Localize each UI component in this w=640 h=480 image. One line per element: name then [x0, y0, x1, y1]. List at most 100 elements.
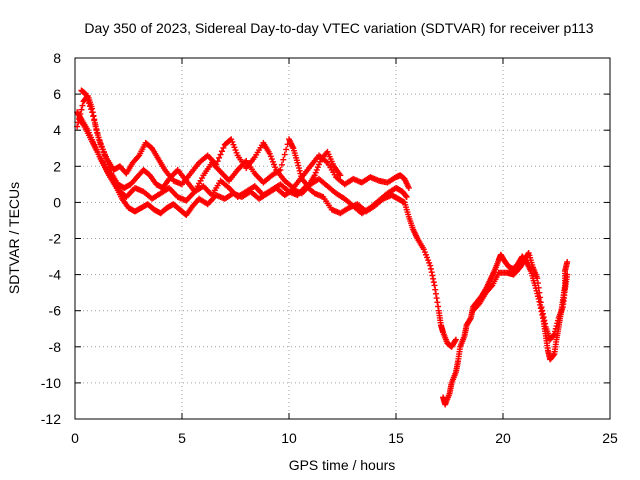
data-point-marker [551, 331, 558, 338]
data-point-marker [488, 283, 495, 290]
data-point-marker [88, 106, 95, 113]
data-point-marker [430, 275, 437, 282]
data-point-marker [266, 150, 273, 157]
data-point-marker [540, 314, 547, 321]
data-point-marker [106, 164, 113, 171]
data-point-marker [428, 269, 435, 276]
data-point-marker [432, 286, 439, 293]
data-point-marker [534, 280, 541, 287]
data-point-marker [542, 320, 549, 327]
data-point-marker [217, 151, 224, 158]
data-point-marker [99, 146, 106, 153]
data-point-marker [564, 258, 571, 265]
data-point-marker [315, 161, 322, 168]
data-point-marker [452, 336, 459, 343]
data-point-marker [75, 119, 82, 126]
data-point-marker [135, 153, 142, 160]
data-point-marker [94, 130, 101, 137]
data-point-marker [550, 332, 557, 339]
y-tick-label: -8 [49, 339, 62, 355]
data-point-marker [91, 117, 98, 124]
data-point-marker [295, 162, 302, 169]
series-track-c [74, 92, 412, 191]
data-point-marker [541, 317, 548, 324]
y-tick-label: -2 [49, 231, 62, 247]
x-axis-label: GPS time / hours [289, 457, 396, 473]
data-point-marker [552, 325, 559, 332]
data-point-marker [231, 144, 238, 151]
data-point-marker [83, 94, 90, 101]
data-point-marker [537, 294, 544, 301]
data-point-marker [534, 275, 541, 282]
data-point-marker [429, 272, 436, 279]
x-tick-label: 15 [388, 430, 404, 446]
data-point-marker [101, 152, 108, 159]
data-point-marker [96, 137, 103, 144]
data-point-marker [564, 271, 571, 278]
x-tick-label: 10 [281, 430, 297, 446]
x-tick-label: 0 [71, 430, 79, 446]
data-point-marker [295, 165, 302, 172]
y-tick-label: 4 [53, 122, 61, 138]
data-point-marker [432, 290, 439, 297]
data-point-marker [539, 310, 546, 317]
data-point-marker [76, 115, 83, 122]
data-point-marker [95, 134, 102, 141]
data-point-marker [283, 146, 290, 153]
data-point-marker [86, 103, 93, 110]
data-point-marker [216, 154, 223, 161]
data-point-marker [405, 184, 412, 191]
data-point-marker [420, 246, 427, 253]
data-point-marker [294, 159, 301, 166]
data-point-marker [267, 153, 274, 160]
data-point-marker [537, 299, 544, 306]
x-tick-label: 25 [602, 430, 618, 446]
y-tick-label: -12 [41, 411, 61, 427]
data-point-marker [98, 143, 105, 150]
data-point-marker [403, 193, 410, 200]
data-point-marker [317, 158, 324, 165]
data-point-marker [426, 259, 433, 266]
data-point-marker [431, 282, 438, 289]
data-point-marker [214, 158, 221, 165]
data-point-marker [311, 172, 318, 179]
y-tick-label: 6 [53, 86, 61, 102]
data-point-marker [280, 156, 287, 163]
data-point-marker [84, 97, 91, 104]
data-point-marker [85, 100, 92, 107]
data-point-marker [402, 193, 409, 200]
series-track-d [78, 87, 344, 195]
data-point-marker [312, 169, 319, 176]
data-point-marker [539, 307, 546, 314]
data-point-marker [554, 317, 561, 324]
data-point-marker [297, 170, 304, 177]
data-point-marker [550, 351, 557, 358]
data-point-marker [97, 140, 104, 147]
data-point-marker [89, 109, 96, 116]
grid-layer [75, 58, 610, 419]
data-point-marker [232, 147, 239, 154]
data-point-marker [475, 301, 482, 308]
x-tick-label: 5 [178, 430, 186, 446]
data-point-marker [467, 316, 474, 323]
data-point-marker [104, 158, 111, 165]
data-point-marker [422, 251, 429, 258]
data-point-marker [296, 167, 303, 174]
chart-title: Day 350 of 2023, Sidereal Day-to-day VTE… [84, 20, 593, 36]
y-axis-label: SDTVAR / TECUs [6, 182, 22, 294]
data-point-marker [433, 295, 440, 302]
data-point-marker [93, 125, 100, 132]
data-point-marker [424, 254, 431, 261]
data-point-marker [538, 304, 545, 311]
y-tick-label: 8 [53, 50, 61, 66]
data-point-marker [314, 164, 321, 171]
data-point-marker [272, 164, 279, 171]
data-point-marker [554, 320, 561, 327]
data-point-marker [271, 161, 278, 168]
x-tick-label: 20 [495, 430, 511, 446]
data-point-marker [552, 328, 559, 335]
data-point-marker [553, 323, 560, 330]
data-point-marker [233, 149, 240, 156]
data-point-marker [218, 148, 225, 155]
data-point-marker [535, 284, 542, 291]
